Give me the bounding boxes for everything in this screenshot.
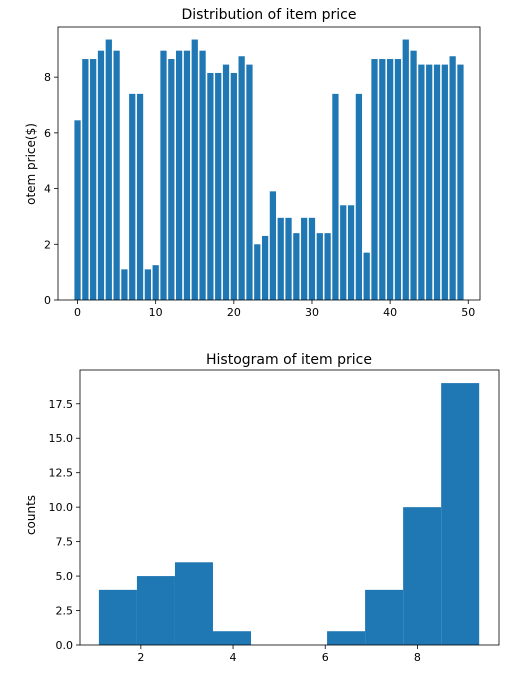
bar xyxy=(82,59,89,301)
x-axis-ticks: 2 4 6 8 xyxy=(137,645,421,664)
x-tick-label: 8 xyxy=(414,651,421,664)
histogram-bin xyxy=(327,631,366,645)
histogram-bars xyxy=(98,383,480,645)
x-tick-label: 40 xyxy=(383,306,397,319)
bar xyxy=(285,217,292,300)
y-tick-label: 15.0 xyxy=(49,432,74,445)
x-tick-label: 50 xyxy=(461,306,475,319)
bar xyxy=(105,39,112,301)
bar xyxy=(215,72,222,300)
histogram-price: Histogram of item price counts 2 4 6 8 0.0 2… xyxy=(24,352,500,664)
y-axis-label: otem price($) xyxy=(24,123,38,205)
bar xyxy=(191,39,198,301)
bar xyxy=(199,50,206,300)
bar xyxy=(97,50,105,300)
y-tick-label: 10.0 xyxy=(49,501,74,514)
y-axis-ticks: 0.0 2.5 5.0 7.5 10.0 12.5 15.0 17.5 xyxy=(49,398,80,652)
bar xyxy=(269,191,277,300)
bar xyxy=(332,93,339,300)
bar xyxy=(293,233,300,300)
y-tick-label: 8 xyxy=(44,71,51,84)
bar xyxy=(402,39,409,301)
bar xyxy=(222,64,230,300)
x-tick-label: 30 xyxy=(305,306,319,319)
y-tick-label: 2.5 xyxy=(56,605,74,618)
bar xyxy=(410,50,417,300)
x-tick-label: 20 xyxy=(227,306,241,319)
bar xyxy=(379,59,386,301)
bar xyxy=(254,244,261,300)
bar xyxy=(230,72,237,300)
y-axis-ticks: 0 2 4 6 8 xyxy=(44,71,58,307)
x-tick-label: 10 xyxy=(149,306,163,319)
bar xyxy=(74,120,81,300)
bar xyxy=(152,265,159,300)
y-tick-label: 6 xyxy=(44,127,51,140)
bar xyxy=(347,205,355,300)
x-tick-label: 2 xyxy=(137,651,144,664)
y-tick-label: 17.5 xyxy=(49,398,74,411)
bar xyxy=(433,64,441,300)
bar xyxy=(457,64,464,300)
bar xyxy=(426,64,433,300)
bar xyxy=(168,59,175,301)
bar xyxy=(340,205,347,300)
bar xyxy=(144,269,151,300)
bar-chart-price-distribution: Distribution of item price otem price($)… xyxy=(24,7,481,319)
x-tick-label: 6 xyxy=(322,651,329,664)
bar xyxy=(277,217,284,300)
histogram-bin xyxy=(441,383,480,645)
x-tick-label: 4 xyxy=(230,651,237,664)
bar xyxy=(160,50,167,300)
x-axis-ticks: 0 10 20 30 40 50 xyxy=(74,300,475,319)
bar xyxy=(261,235,269,300)
bar xyxy=(183,50,191,300)
y-axis-label: counts xyxy=(24,495,38,535)
bar xyxy=(418,64,425,300)
histogram-bin xyxy=(174,562,213,645)
bar xyxy=(387,59,394,301)
y-tick-label: 5.0 xyxy=(56,570,74,583)
bar xyxy=(363,252,370,300)
bar xyxy=(355,93,362,300)
bar xyxy=(136,93,144,300)
histogram-bin xyxy=(365,589,404,645)
bar xyxy=(441,64,448,300)
x-tick-label: 0 xyxy=(74,306,81,319)
plot-frame xyxy=(79,369,500,646)
bars xyxy=(74,39,464,301)
bar xyxy=(113,50,120,300)
y-tick-label: 0 xyxy=(44,294,51,307)
bar xyxy=(371,59,378,301)
bar xyxy=(121,269,128,300)
y-tick-label: 2 xyxy=(44,238,51,251)
y-tick-label: 4 xyxy=(44,183,51,196)
bar xyxy=(246,64,253,300)
bar xyxy=(176,50,183,300)
bar xyxy=(324,233,331,300)
histogram-bin xyxy=(212,631,252,645)
histogram-bin xyxy=(403,507,442,645)
chart-title: Distribution of item price xyxy=(182,7,357,23)
y-tick-label: 12.5 xyxy=(49,467,74,480)
plot-frame xyxy=(57,26,481,301)
bar xyxy=(394,59,402,301)
bar xyxy=(207,72,214,300)
y-tick-label: 7.5 xyxy=(56,536,74,549)
bar xyxy=(238,56,245,300)
histogram-bin xyxy=(136,576,175,645)
bar xyxy=(449,56,456,300)
bar xyxy=(301,217,308,300)
bar xyxy=(90,59,97,301)
chart-title: Histogram of item price xyxy=(206,352,372,368)
y-tick-label: 0.0 xyxy=(56,639,74,652)
bar xyxy=(129,93,136,300)
bar xyxy=(316,233,323,300)
histogram-bin xyxy=(98,589,137,645)
bar xyxy=(308,217,316,300)
